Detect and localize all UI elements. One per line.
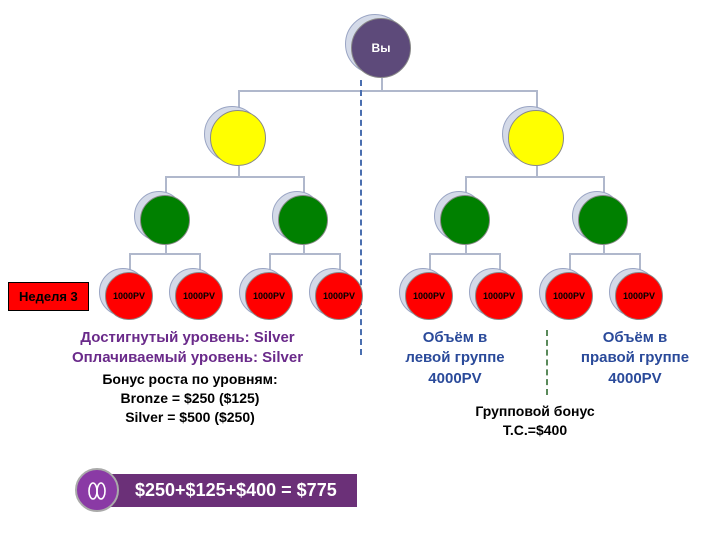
left-volume-text: Объём в левой группе 4000PV bbox=[370, 328, 540, 389]
feet-icon bbox=[75, 468, 119, 512]
bonus-title: Бонус роста по уровням: bbox=[60, 370, 320, 389]
bonus-bronze: Bronze = $250 ($125) bbox=[60, 389, 320, 408]
bonus-silver: Silver = $500 ($250) bbox=[60, 408, 320, 427]
week-badge: Неделя 3 bbox=[8, 282, 89, 311]
total-formula: $250+$125+$400 = $775 bbox=[111, 474, 357, 507]
level-achieved: Достигнутый уровень: Silver bbox=[30, 328, 345, 348]
right-volume-text: Объём в правой группе 4000PV bbox=[555, 328, 715, 389]
group-bonus-text: Групповой бонус T.C.=$400 bbox=[435, 402, 635, 440]
level-paid: Оплачиваемый уровень: Silver bbox=[30, 348, 345, 368]
bonus-growth-text: Бонус роста по уровням: Bronze = $250 ($… bbox=[60, 370, 320, 427]
total-bar: $250+$125+$400 = $775 bbox=[75, 468, 357, 512]
level-status-text: Достигнутый уровень: Silver Оплачиваемый… bbox=[30, 328, 345, 369]
